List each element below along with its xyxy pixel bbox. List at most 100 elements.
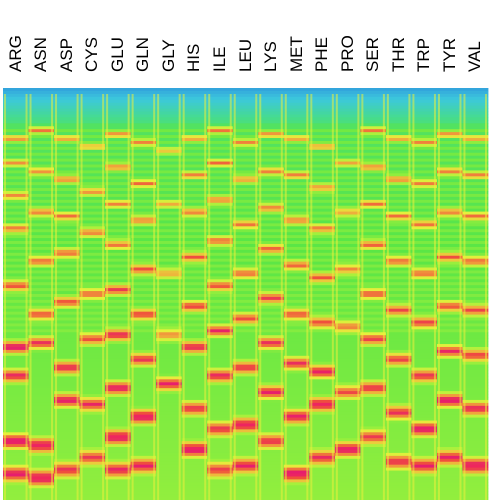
heatmap-cell [79, 429, 106, 433]
heatmap-cell [334, 220, 361, 224]
heatmap-cell [207, 444, 234, 448]
heatmap-cell [54, 199, 80, 204]
heatmap-cell [181, 485, 208, 489]
column-label: HIS [184, 43, 204, 72]
heatmap-cell [54, 467, 80, 471]
heatmap-cell [283, 464, 310, 469]
heatmap-cell [130, 143, 157, 148]
heatmap-cell [3, 188, 29, 192]
heatmap-cell [258, 246, 285, 251]
heatmap-cell [181, 261, 208, 265]
heatmap-cell [334, 417, 361, 421]
heatmap-cell [207, 376, 234, 380]
heatmap-cell [334, 108, 361, 112]
heatmap-cell [3, 411, 29, 416]
heatmap-cell [385, 235, 412, 239]
heatmap-cell [181, 273, 208, 277]
heatmap-cell [385, 426, 412, 430]
heatmap-cell [54, 232, 80, 236]
heatmap-cell [309, 326, 336, 330]
heatmap-cell [28, 491, 55, 495]
heatmap-cell [79, 261, 106, 265]
heatmap-cell [28, 308, 55, 313]
heatmap-cell [54, 135, 80, 139]
heatmap-cell [283, 482, 310, 486]
heatmap-cell [462, 452, 489, 457]
heatmap-cell [283, 132, 310, 136]
heatmap-cell [232, 117, 259, 121]
heatmap-cell [54, 93, 80, 98]
heatmap-cell [156, 497, 183, 500]
heatmap-cell [334, 355, 361, 360]
heatmap-cell [385, 417, 412, 421]
heatmap-cell [105, 323, 132, 327]
heatmap-cell [207, 323, 234, 327]
heatmap-column-edge [259, 94, 262, 500]
heatmap-cell [360, 161, 387, 165]
heatmap-cell [283, 420, 310, 424]
heatmap-cell [232, 423, 259, 427]
heatmap-cell [309, 158, 336, 162]
heatmap-cell [258, 358, 285, 363]
heatmap-cell [385, 338, 412, 342]
heatmap-cell [105, 441, 132, 445]
heatmap-cell [156, 140, 183, 145]
heatmap-cell [28, 485, 55, 489]
heatmap-cell [232, 294, 259, 298]
heatmap-cell [309, 258, 336, 263]
heatmap-cell [258, 444, 285, 448]
heatmap-cell [436, 485, 463, 489]
heatmap-cell [436, 129, 463, 133]
heatmap-cell [207, 179, 234, 183]
heatmap-cell [156, 305, 183, 310]
heatmap-cell [334, 358, 361, 363]
heatmap-cell [207, 205, 234, 210]
heatmap-cell [436, 252, 463, 257]
column-label: PHE [312, 37, 332, 72]
heatmap-cell [436, 246, 463, 251]
heatmap-cell [130, 267, 157, 271]
heatmap-cell [105, 282, 132, 286]
heatmap-cell [334, 479, 361, 483]
heatmap-cell [232, 155, 259, 160]
heatmap-cell [156, 332, 183, 336]
heatmap-cell [258, 467, 285, 471]
heatmap-cell [462, 417, 489, 421]
heatmap-cell [3, 299, 29, 304]
heatmap-cell [462, 167, 489, 171]
heatmap-cell [105, 99, 132, 104]
heatmap-cell [436, 146, 463, 151]
heatmap-cell [385, 126, 412, 130]
heatmap-cell [436, 123, 463, 127]
heatmap-cell [385, 414, 412, 418]
heatmap-cell [181, 132, 208, 136]
heatmap-column-edge [233, 94, 236, 500]
heatmap-cell [385, 364, 412, 368]
heatmap-cell [207, 105, 234, 109]
heatmap-cell [207, 229, 234, 233]
heatmap-cell [181, 146, 208, 151]
heatmap-cell [462, 102, 489, 107]
heatmap-cell [258, 420, 285, 424]
heatmap-cell [54, 173, 80, 177]
heatmap-cell [156, 379, 183, 383]
heatmap-cell [28, 497, 55, 500]
heatmap-cell [79, 214, 106, 218]
heatmap-cell [105, 252, 132, 257]
heatmap-cell [130, 449, 157, 454]
heatmap-cell [411, 211, 438, 215]
heatmap-cell [232, 158, 259, 162]
heatmap-cell [258, 276, 285, 280]
heatmap-cell [462, 305, 489, 310]
heatmap-cell [130, 402, 157, 407]
heatmap-cell [283, 341, 310, 345]
heatmap-cell [28, 255, 55, 260]
heatmap-cell [79, 388, 106, 392]
heatmap-cell [334, 123, 361, 127]
heatmap-cell [28, 220, 55, 224]
heatmap-cell [232, 90, 259, 95]
heatmap-cell [79, 288, 106, 292]
heatmap-cell [436, 355, 463, 360]
heatmap-cell [232, 276, 259, 280]
heatmap-cell [156, 470, 183, 474]
